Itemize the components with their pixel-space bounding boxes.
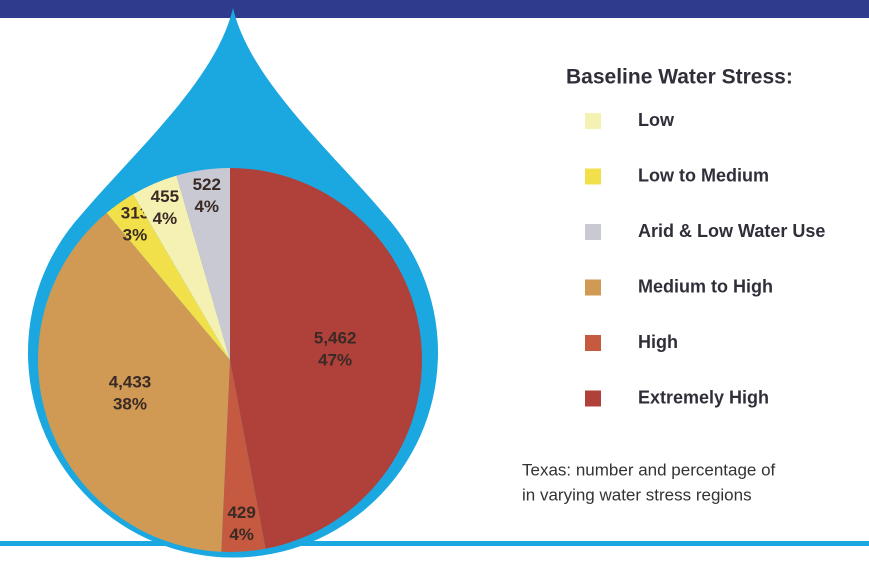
legend-swatch [585,113,601,129]
legend-swatch [585,168,601,185]
pie-slice [221,360,266,552]
slice-percent-label: 4% [153,209,178,228]
pie-slice [230,168,423,549]
slice-value-label: 522 [193,175,221,194]
legend-label: High [638,332,678,352]
legend-label: Arid & Low Water Use [638,221,825,241]
legend-label: Extremely High [638,387,769,407]
pie-slice [176,168,230,360]
legend-label: Medium to High [638,276,773,296]
slice-value-label: 455 [151,187,179,206]
slice-percent-label: 47% [318,351,352,370]
slice-value-label: 5,462 [314,329,357,348]
caption: in varying water stress regions [522,485,752,504]
slice-percent-label: 3% [123,225,148,244]
bottom-line [0,541,869,546]
legend-swatch [585,335,601,351]
pie-slice [106,194,230,360]
top-band [0,0,869,18]
slice-percent-label: 38% [113,394,147,413]
legend-title: Baseline Water Stress: [566,66,793,89]
slice-value-label: 4,433 [109,372,152,391]
pie-slice [38,212,230,552]
legend-label: Low [638,110,675,130]
caption: Texas: number and percentage of [522,460,776,479]
slice-percent-label: 4% [194,197,219,216]
legend-swatch [585,224,601,240]
legend-swatch [585,279,601,296]
slice-value-label: 429 [227,503,255,522]
slice-percent-label: 4% [229,525,254,544]
legend-swatch [585,390,601,407]
legend-label: Low to Medium [638,165,769,185]
pie-slice [133,175,230,360]
